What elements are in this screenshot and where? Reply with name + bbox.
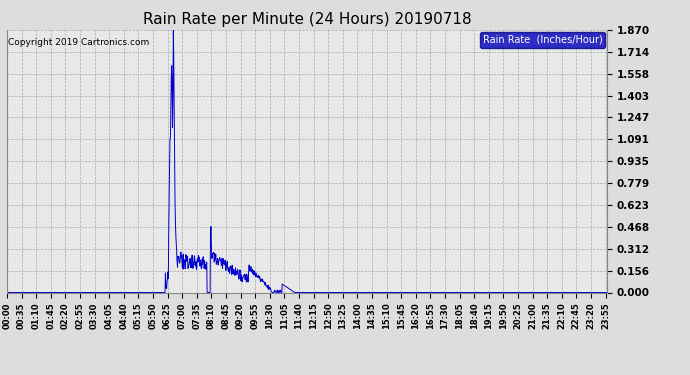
Legend: Rain Rate  (Inches/Hour): Rain Rate (Inches/Hour) (480, 32, 605, 48)
Title: Rain Rate per Minute (24 Hours) 20190718: Rain Rate per Minute (24 Hours) 20190718 (143, 12, 471, 27)
Text: Copyright 2019 Cartronics.com: Copyright 2019 Cartronics.com (8, 38, 149, 47)
